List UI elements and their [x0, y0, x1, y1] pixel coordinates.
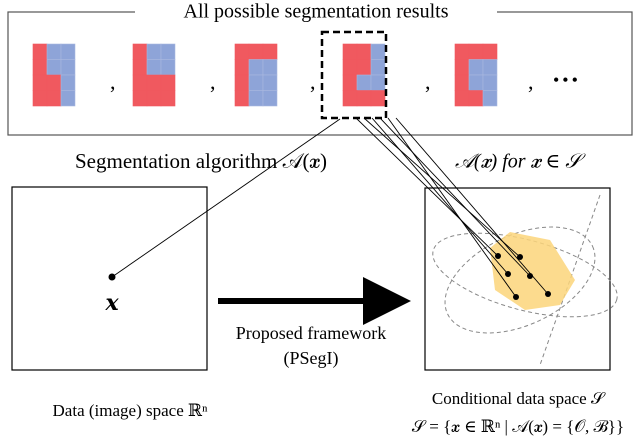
- sample-point: [527, 273, 533, 279]
- sample-point: [517, 254, 523, 260]
- tile-cell: [468, 74, 484, 91]
- tile-cell: [454, 74, 470, 91]
- tile-cell: [468, 59, 484, 76]
- selected-box: [320, 30, 388, 120]
- mapping-line: [395, 117, 549, 295]
- tile-cell: [234, 59, 250, 76]
- results-box: [7, 11, 633, 136]
- tile-cell: [234, 43, 250, 60]
- tile-cell: [482, 74, 498, 91]
- point-label: 𝒙: [104, 290, 119, 315]
- tile-cell: [46, 59, 62, 76]
- tile-cell: [370, 43, 386, 60]
- sample-point: [505, 271, 511, 277]
- tile-cell: [132, 59, 148, 76]
- sample-point: [513, 294, 519, 300]
- tile-cell: [60, 74, 76, 91]
- tile-cell: [248, 59, 264, 76]
- mapping-line: [387, 117, 517, 298]
- guide-line: [539, 194, 601, 366]
- conditional-space-label: Conditional data space 𝒮: [432, 389, 606, 408]
- mapping-line: [371, 117, 509, 275]
- tile-cell: [262, 90, 278, 107]
- tile-cell: [262, 74, 278, 91]
- tile-cell: [482, 90, 498, 107]
- tile-cell: [356, 74, 372, 91]
- tile-cell: [60, 59, 76, 76]
- tile-cell: [356, 59, 372, 76]
- sample-point: [495, 253, 501, 259]
- tile-cell: [342, 59, 358, 76]
- tile-cell: [46, 74, 62, 91]
- tile-cell: [160, 90, 176, 107]
- tile-cell: [370, 74, 386, 91]
- tile-cell: [356, 43, 372, 60]
- mapping-line: [363, 117, 521, 258]
- tile-cell: [234, 90, 250, 107]
- region: [490, 232, 575, 310]
- tile-cell: [146, 59, 162, 76]
- tile-cell: [32, 59, 48, 76]
- tile-cell: [342, 90, 358, 107]
- data-space-box: [11, 186, 208, 371]
- tile-cell: [454, 43, 470, 60]
- mapping-line: [379, 117, 531, 277]
- title-bg: [135, 2, 497, 24]
- separator: ,: [110, 69, 116, 94]
- tile-cell: [482, 59, 498, 76]
- tile-cell: [60, 43, 76, 60]
- tile-cell: [356, 90, 372, 107]
- tile-cell: [146, 43, 162, 60]
- separator: ,: [210, 69, 216, 94]
- algorithm-label: Segmentation algorithm 𝒜(𝒙): [75, 149, 327, 173]
- conditional-space-box: [424, 187, 611, 371]
- tile-cell: [370, 90, 386, 107]
- tile-cell: [132, 74, 148, 91]
- tile-cell: [482, 43, 498, 60]
- ellipse: [444, 226, 596, 334]
- mapping-line: [111, 118, 341, 278]
- tile-cell: [262, 59, 278, 76]
- tile-cell: [454, 59, 470, 76]
- mapping-line: [355, 117, 499, 257]
- tile-cell: [160, 43, 176, 60]
- tile-cell: [46, 43, 62, 60]
- ellipsis: •••: [553, 70, 581, 90]
- tile-cell: [146, 90, 162, 107]
- results-title: All possible segmentation results: [184, 1, 449, 23]
- tile-cell: [32, 74, 48, 91]
- tile-cell: [342, 43, 358, 60]
- tile-cell: [32, 43, 48, 60]
- tile-cell: [132, 43, 148, 60]
- tile-cell: [160, 74, 176, 91]
- sample-point: [545, 291, 551, 297]
- separator: ,: [528, 69, 534, 94]
- separator: ,: [425, 69, 431, 94]
- tile-cell: [248, 90, 264, 107]
- tile-cell: [60, 90, 76, 107]
- tile-cell: [248, 43, 264, 60]
- tile-cell: [132, 90, 148, 107]
- tile-cell: [342, 74, 358, 91]
- tile-cell: [262, 43, 278, 60]
- tile-cell: [468, 90, 484, 107]
- tile-cell: [146, 74, 162, 91]
- condition-label: 𝒜(𝒙) for 𝒙 ∈ 𝒮: [455, 151, 586, 173]
- tile-cell: [370, 59, 386, 76]
- tile-cell: [468, 43, 484, 60]
- tile-cell: [234, 74, 250, 91]
- tile-cell: [248, 74, 264, 91]
- definition: 𝒮 = {𝒙 ∈ ℝⁿ | 𝒜(𝒙) = {𝒪, ℬ}}: [412, 417, 624, 436]
- tile-cell: [32, 90, 48, 107]
- tile-cell: [160, 59, 176, 76]
- tile-cell: [46, 90, 62, 107]
- separator: ,: [310, 69, 316, 94]
- framework-short: (PSegI): [284, 348, 339, 369]
- data-space-label: Data (image) space ℝⁿ: [53, 401, 209, 420]
- framework-label: Proposed framework: [236, 323, 386, 343]
- data-point: [108, 273, 116, 281]
- tile-cell: [454, 90, 470, 107]
